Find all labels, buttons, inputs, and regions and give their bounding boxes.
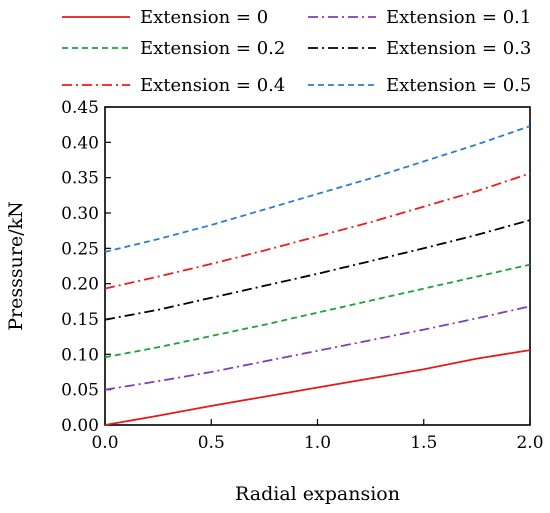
legend-label-2: Extension = 0.2: [140, 38, 285, 59]
legend-label-0: Extension = 0: [140, 7, 268, 28]
legend-label-1: Extension = 0.1: [386, 7, 531, 28]
x-axis-title: Radial expansion: [235, 483, 400, 505]
series-line-3: [104, 219, 531, 321]
series-line-1: [104, 305, 531, 391]
legend-label-5: Extension = 0.5: [386, 75, 531, 96]
x-tick-label: 0.0: [91, 433, 118, 453]
x-tick-label: 1.0: [304, 433, 331, 453]
x-tick-label: 1.5: [410, 433, 437, 453]
series-line-5: [104, 125, 531, 253]
y-tick-label: 0.00: [61, 416, 99, 436]
legend: Extension = 0 Extension = 0.1 Extension = …: [62, 7, 531, 96]
y-tick-label: 0.20: [61, 275, 99, 295]
x-tick-label: 0.5: [198, 433, 225, 453]
legend-label-4: Extension = 0.4: [140, 75, 285, 96]
y-tick-label: 0.15: [61, 310, 99, 330]
y-tick-label: 0.30: [61, 204, 99, 224]
y-tick-label: 0.40: [61, 133, 99, 153]
series-line-0: [104, 349, 531, 426]
y-axis: 0.00 0.05 0.10 0.15 0.20 0.25 0.30 0.35 0.40 0.45: [61, 98, 111, 436]
x-axis: 0.0 0.5 1.0 1.5 2.0: [91, 419, 544, 453]
series-line-4: [104, 172, 531, 290]
y-tick-label: 0.10: [61, 345, 99, 365]
plot-area-frame: [104, 106, 531, 426]
y-axis-title: Presssure/kN: [5, 201, 27, 330]
y-tick-label: 0.45: [61, 98, 99, 118]
y-tick-label: 0.25: [61, 239, 99, 259]
x-tick-label: 2.0: [516, 433, 543, 453]
legend-label-3: Extension = 0.3: [386, 38, 531, 59]
series-lines: [104, 125, 531, 426]
y-tick-label: 0.05: [61, 381, 99, 401]
series-line-2: [104, 263, 531, 359]
y-tick-label: 0.35: [61, 169, 99, 189]
